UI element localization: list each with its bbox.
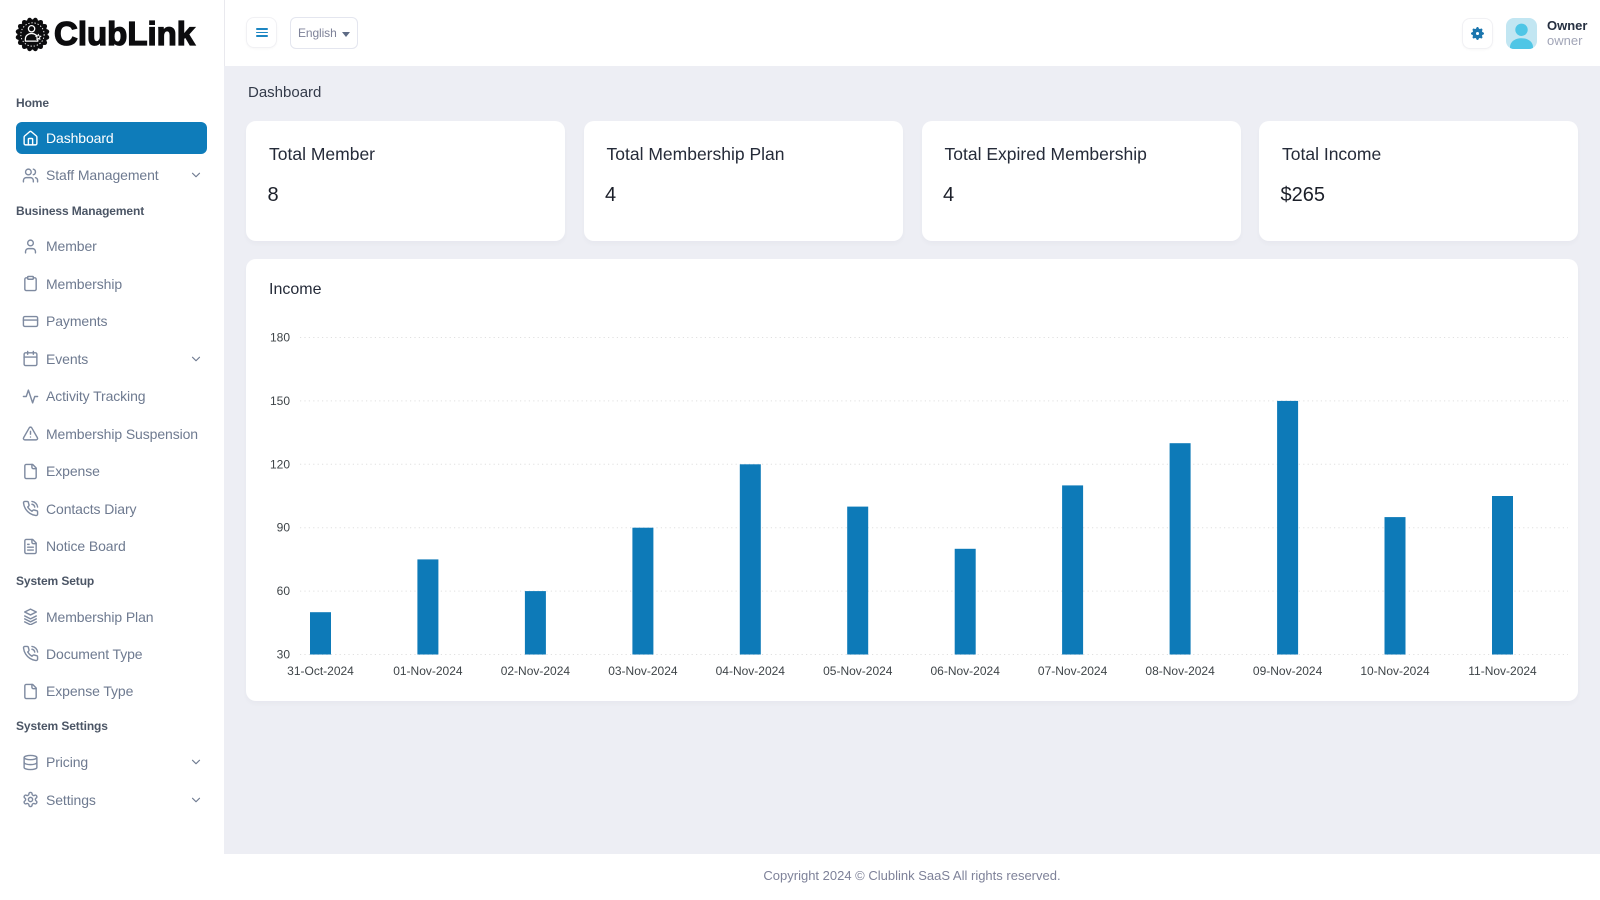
svg-text:01-Nov-2024: 01-Nov-2024 <box>393 664 463 678</box>
svg-text:04-Nov-2024: 04-Nov-2024 <box>716 664 786 678</box>
svg-text:08-Nov-2024: 08-Nov-2024 <box>1145 664 1215 678</box>
svg-text:07-Nov-2024: 07-Nov-2024 <box>1038 664 1108 678</box>
svg-text:60: 60 <box>277 584 291 598</box>
svg-text:02-Nov-2024: 02-Nov-2024 <box>501 664 571 678</box>
svg-text:180: 180 <box>270 331 290 345</box>
svg-text:30: 30 <box>277 648 291 662</box>
svg-text:11-Nov-2024: 11-Nov-2024 <box>1468 664 1537 678</box>
svg-text:120: 120 <box>270 457 290 471</box>
svg-text:31-Oct-2024: 31-Oct-2024 <box>287 664 354 678</box>
svg-text:90: 90 <box>277 521 291 535</box>
svg-text:06-Nov-2024: 06-Nov-2024 <box>931 664 1001 678</box>
svg-text:09-Nov-2024: 09-Nov-2024 <box>1253 664 1323 678</box>
svg-text:150: 150 <box>270 394 290 408</box>
svg-text:05-Nov-2024: 05-Nov-2024 <box>823 664 893 678</box>
svg-text:03-Nov-2024: 03-Nov-2024 <box>608 664 678 678</box>
svg-text:10-Nov-2024: 10-Nov-2024 <box>1360 664 1430 678</box>
